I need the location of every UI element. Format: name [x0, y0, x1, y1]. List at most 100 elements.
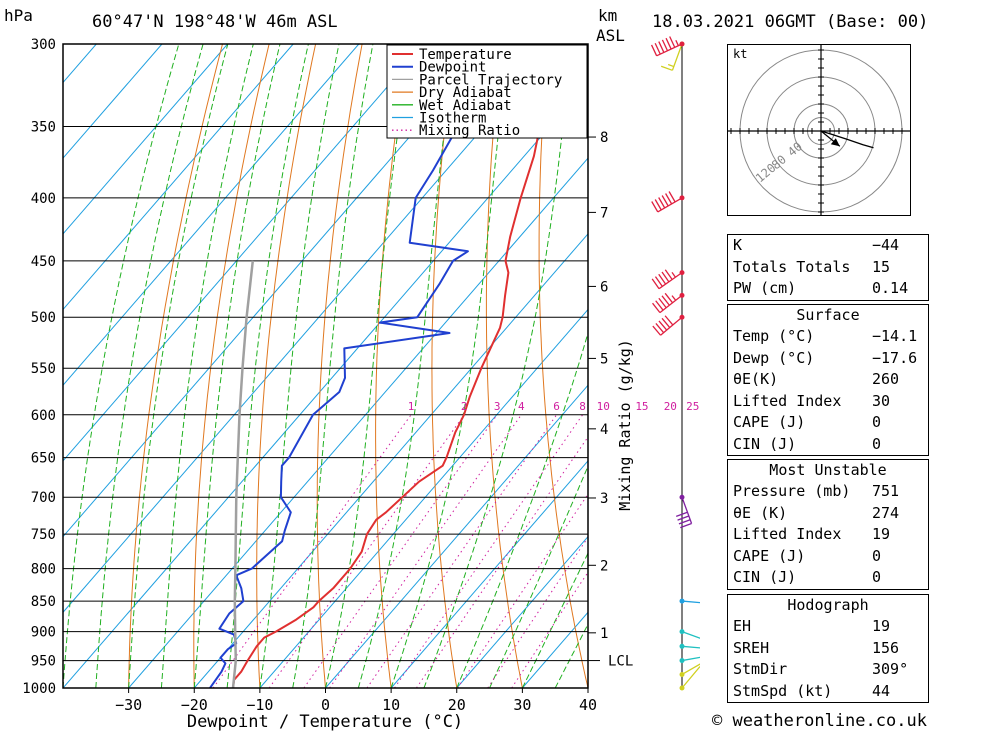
wind-barb-feather	[654, 42, 661, 55]
isotherm-line	[259, 308, 588, 688]
hodograph-stat-value: 19	[872, 617, 891, 635]
km-tick-label: 4	[600, 422, 608, 438]
wind-barb	[652, 292, 685, 314]
dry-adiabat-line	[538, 44, 588, 688]
km-tick-label: 5	[600, 351, 608, 367]
wind-barb-feather	[680, 522, 692, 529]
isotherm-line	[63, 44, 163, 159]
hodograph-stat-row: SREH 156	[728, 638, 928, 660]
surface-label: Lifted Index	[733, 391, 842, 410]
wind-barb	[675, 494, 693, 529]
wet-adiabat-line	[489, 464, 588, 688]
wind-barb-feather	[655, 323, 665, 334]
most-unstable-value: 0	[872, 546, 882, 565]
mixing-ratio-label: 10	[597, 400, 610, 413]
x-tick-label: 0	[321, 696, 330, 714]
surface-row: CAPE (J) 0	[728, 412, 928, 434]
pressure-tick-label: 800	[31, 562, 56, 578]
storm-motion-arrowhead	[830, 138, 840, 147]
index-row: K −44	[728, 235, 928, 257]
hodograph-stat-label: EH	[733, 617, 752, 635]
surface-row: θE(K) 260	[728, 369, 928, 391]
x-tick-label: 20	[448, 696, 466, 714]
most-unstable-label: CAPE (J)	[733, 546, 806, 565]
wet-adiabat-line	[63, 44, 180, 688]
isotherm-line	[63, 44, 425, 462]
pressure-tick-label: 500	[31, 310, 56, 326]
isotherm-line	[325, 384, 588, 688]
mixing-ratio-label: 6	[553, 400, 560, 413]
index-row: Totals Totals 15	[728, 257, 928, 279]
pressure-tick-label: 1000	[22, 681, 56, 697]
legend-entry: Isotherm	[419, 111, 486, 127]
wind-barb	[651, 191, 685, 213]
dry-adiabat-line	[193, 44, 270, 688]
surface-value: 30	[872, 391, 891, 410]
hodograph-unit-label: kt	[733, 47, 747, 61]
wind-barb-feather	[667, 63, 675, 68]
x-tick-label: 30	[513, 696, 531, 714]
wet-adiabat-line	[259, 44, 340, 688]
hodograph-stat-value: 44	[872, 681, 891, 700]
wet-adiabat-line	[325, 44, 412, 688]
mixing-ratio-line	[394, 414, 584, 688]
pressure-tick-label: 400	[31, 191, 56, 207]
most-unstable-row: CIN (J) 0	[728, 567, 928, 589]
wind-barb-feather	[668, 191, 676, 203]
wind-barb-feather	[651, 278, 660, 290]
wind-barb-feather	[678, 519, 691, 525]
wind-barb	[679, 656, 700, 664]
wind-barb-feather	[661, 39, 669, 52]
isotherm-line	[521, 611, 588, 688]
index-row: PW (cm) 0.14	[728, 278, 928, 300]
mixing-ratio-label: 4	[518, 400, 525, 413]
hodograph-stat-row: EH 19	[728, 616, 928, 638]
x-tick-label: −30	[115, 696, 142, 714]
wet-adiabat-line	[226, 44, 309, 688]
x-tick-label: 10	[382, 696, 400, 714]
hodograph-stat-label: SREH	[733, 638, 770, 657]
wind-barb-feather	[650, 44, 658, 57]
isotherm-line	[63, 44, 294, 311]
legend-entry: Mixing Ratio	[419, 123, 520, 139]
mixing-ratio-label: 25	[686, 400, 699, 413]
wind-barb-staff	[681, 631, 700, 639]
hodograph-stats-table: Hodograph EH 19 SREH 156 StmDir 309° StmSpd (kt…	[727, 594, 929, 703]
km-tick-label: 7	[600, 205, 608, 221]
mixing-ratio-label: 1	[408, 400, 415, 413]
wind-barb-staff	[656, 43, 683, 57]
wind-barb-feather	[654, 276, 663, 287]
wind-barb-feather	[658, 273, 667, 285]
copyright-label: © weatheronline.co.uk	[712, 711, 927, 731]
wind-barb	[651, 269, 685, 290]
wind-barb-feather	[661, 195, 669, 207]
lcl-label: LCL	[608, 654, 633, 670]
surface-value: −14.1	[872, 327, 918, 345]
asl-label: ASL	[596, 26, 625, 45]
index-table: K −44 Totals Totals 15 PW (cm) 0.14	[727, 234, 929, 301]
wind-barb	[679, 643, 700, 649]
mixing-ratio-label: 2	[461, 400, 468, 413]
temperature-series-line	[232, 44, 570, 688]
index-value: −44	[872, 236, 900, 254]
x-tick-label: −20	[181, 696, 208, 714]
hodograph-trace	[820, 130, 874, 149]
wind-barb-staff	[658, 272, 683, 290]
x-axis-label: Dewpoint / Temperature (°C)	[187, 712, 463, 732]
wind-barb-feather	[664, 269, 673, 280]
pressure-tick-label: 650	[31, 451, 56, 467]
isotherm-line	[63, 44, 228, 235]
isotherm-line	[128, 157, 588, 688]
wind-barb-staff	[659, 294, 683, 314]
pressure-tick-label: 950	[31, 654, 56, 670]
legend-entry: Dry Adiabat	[419, 85, 512, 101]
hodograph-panel: 40 80 120 kt	[727, 40, 912, 222]
wet-adiabat-line	[292, 44, 374, 688]
most-unstable-label: CIN (J)	[733, 568, 797, 586]
most-unstable-label: θE (K)	[733, 503, 788, 522]
dry-adiabat-line	[316, 44, 363, 688]
legend-entry: Dewpoint	[419, 60, 486, 76]
isotherm-line	[63, 44, 557, 614]
surface-row: Temp (°C) −14.1	[728, 326, 928, 348]
wet-adiabat-line	[160, 44, 254, 688]
